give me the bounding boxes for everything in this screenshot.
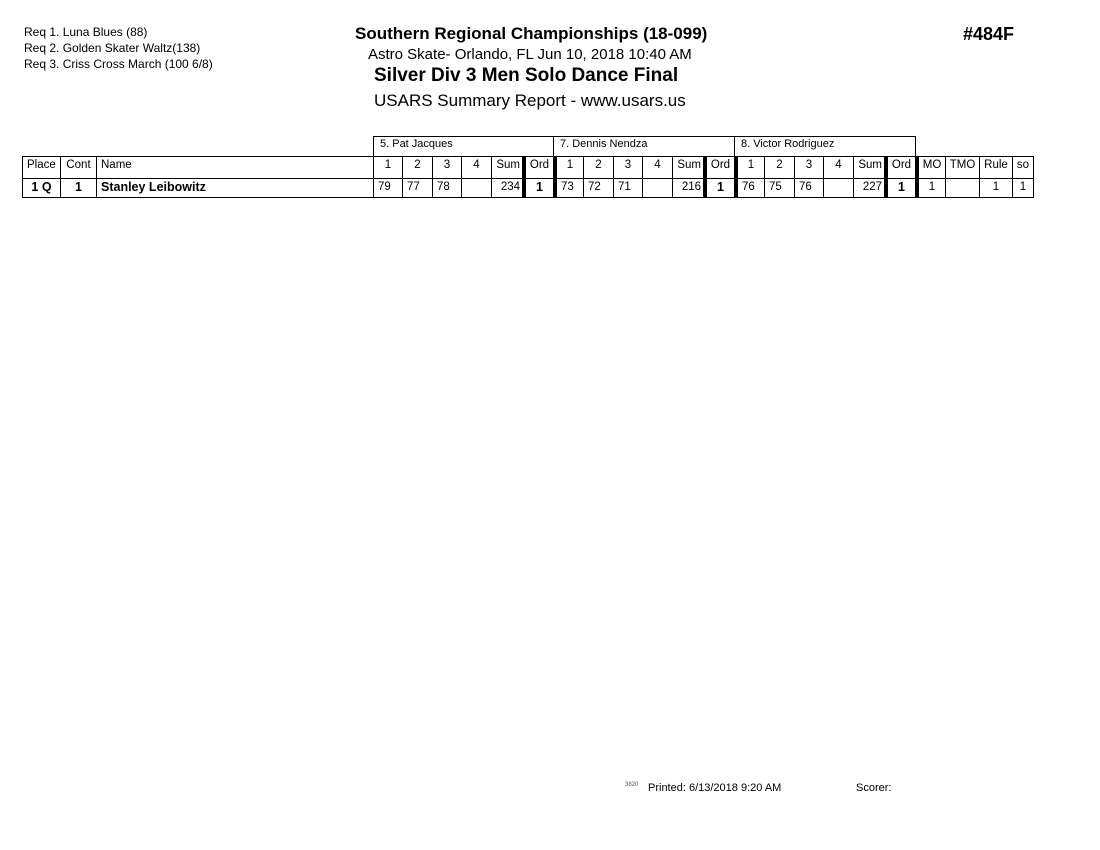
header-name: Name	[96, 156, 374, 179]
row-score: 79	[373, 178, 403, 198]
header-place: Place	[22, 156, 61, 179]
header-judge-col: 3	[794, 156, 824, 179]
location-date: Astro Skate- Orlando, FL Jun 10, 2018 10…	[368, 46, 692, 63]
row-sum: 234	[491, 178, 523, 198]
row-mo: 1	[915, 178, 946, 198]
header-judge-col: 3	[432, 156, 462, 179]
requirement-2: Req 2. Golden Skater Waltz(138)	[24, 41, 201, 55]
header-judge-col: 1	[734, 156, 765, 179]
row-score: 76	[794, 178, 824, 198]
header-rule: Rule	[979, 156, 1013, 179]
footer-code: 3820	[625, 782, 639, 788]
event-code: #484F	[963, 24, 1015, 44]
competition-title: Southern Regional Championships (18-099)	[355, 24, 708, 43]
header-judge-col: 2	[583, 156, 614, 179]
row-score	[642, 178, 673, 198]
requirement-1: Req 1. Luna Blues (88)	[24, 25, 148, 39]
judge-name: 7. Dennis Nendza	[553, 136, 735, 157]
row-sum: 216	[672, 178, 704, 198]
row-score: 73	[553, 178, 584, 198]
header-judge-col: 4	[642, 156, 673, 179]
header-judge-col: 1	[553, 156, 584, 179]
judge-name: 8. Victor Rodriguez	[734, 136, 916, 157]
printed-date: Printed: 6/13/2018 9:20 AM	[648, 782, 782, 794]
header-judge-col: 3	[613, 156, 643, 179]
header-judge-col: 4	[461, 156, 492, 179]
row-place: 1 Q	[22, 178, 61, 198]
row-ord: 1	[522, 178, 554, 198]
event-name: Silver Div 3 Men Solo Dance Final	[374, 65, 679, 86]
header-judge-col: Sum	[672, 156, 704, 179]
row-name: Stanley Leibowitz	[96, 178, 374, 198]
report-name: USARS Summary Report - www.usars.us	[374, 91, 686, 110]
judge-name: 5. Pat Jacques	[373, 136, 554, 157]
header-judge-col: 1	[373, 156, 403, 179]
row-ord: 1	[703, 178, 735, 198]
row-tmo	[945, 178, 980, 198]
header-so: so	[1012, 156, 1034, 179]
row-score: 75	[764, 178, 795, 198]
row-score: 72	[583, 178, 614, 198]
header-judge-col: Ord	[522, 156, 554, 179]
row-so: 1	[1012, 178, 1034, 198]
header-judge-col: Ord	[703, 156, 735, 179]
row-cont: 1	[60, 178, 97, 198]
row-rule: 1	[979, 178, 1013, 198]
header-judge-col: Ord	[884, 156, 916, 179]
row-score	[461, 178, 492, 198]
scorer-label: Scorer:	[856, 782, 892, 794]
row-sum: 227	[853, 178, 885, 198]
header-judge-col: Sum	[853, 156, 885, 179]
row-score	[823, 178, 854, 198]
row-score: 78	[432, 178, 462, 198]
header-judge-col: 2	[764, 156, 795, 179]
header-judge-col: Sum	[491, 156, 523, 179]
header-mo: MO	[915, 156, 946, 179]
header-judge-col: 4	[823, 156, 854, 179]
row-score: 77	[402, 178, 433, 198]
row-score: 71	[613, 178, 643, 198]
row-ord: 1	[884, 178, 916, 198]
header-tmo: TMO	[945, 156, 980, 179]
header-judge-col: 2	[402, 156, 433, 179]
header-cont: Cont	[60, 156, 97, 179]
row-score: 76	[734, 178, 765, 198]
requirement-3: Req 3. Criss Cross March (100 6/8)	[24, 57, 213, 71]
